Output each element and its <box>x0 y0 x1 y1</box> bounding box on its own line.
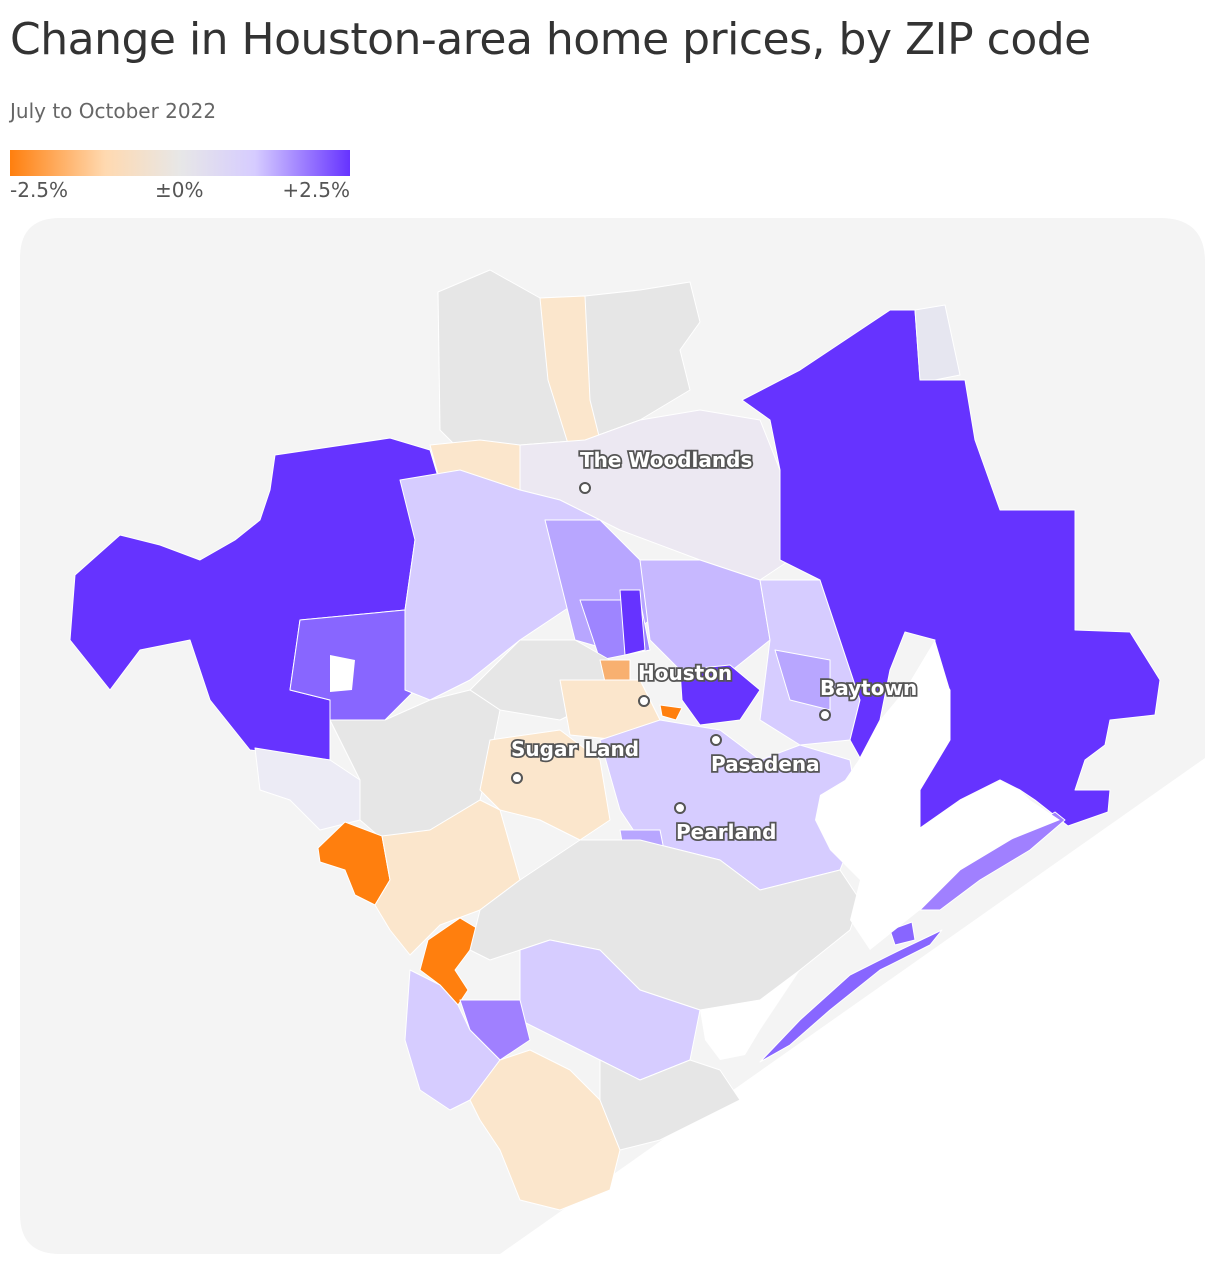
zip-region <box>254 747 361 831</box>
city-dot <box>579 482 591 494</box>
city-label: Pasadena <box>711 752 820 776</box>
zip-region <box>741 309 1161 829</box>
city-dot <box>674 802 686 814</box>
water-bodies <box>330 640 1060 1060</box>
zip-region <box>914 304 961 381</box>
zip-region <box>619 589 646 656</box>
zip-region <box>919 811 1066 911</box>
city-marker: Sugar Land <box>509 735 641 784</box>
water-body <box>700 970 800 1060</box>
galveston-bay <box>815 640 1060 950</box>
zip-region <box>639 559 771 681</box>
zip-region <box>459 999 531 1061</box>
zip-choropleth-map: The Woodlands Houston Baytown Sugar Land… <box>20 218 1205 1254</box>
map-container: The Woodlands Houston Baytown Sugar Land… <box>0 210 1220 1264</box>
zip-region <box>469 1049 621 1211</box>
city-label: The Woodlands <box>580 448 752 472</box>
city-marker: Baytown <box>818 674 919 721</box>
city-label: Houston <box>638 661 732 685</box>
legend-labels: -2.5% ±0% +2.5% <box>10 176 350 202</box>
page-title: Change in Houston-area home prices, by Z… <box>10 14 1091 65</box>
zip-region <box>599 1059 741 1151</box>
legend-min-label: -2.5% <box>10 178 69 202</box>
legend-mid-label: ±0% <box>155 178 204 202</box>
zip-region <box>774 649 831 711</box>
city-marker: The Woodlands <box>578 446 754 494</box>
zip-regions <box>69 269 1161 1211</box>
page-subtitle: July to October 2022 <box>10 99 217 123</box>
city-marker: Pasadena <box>709 734 821 778</box>
city-dot <box>710 734 722 746</box>
city-dot <box>819 709 831 721</box>
city-label: Baytown <box>820 676 917 700</box>
zip-region <box>599 659 631 683</box>
color-legend: -2.5% ±0% +2.5% <box>10 150 350 202</box>
city-dot <box>638 695 650 707</box>
city-markers: The Woodlands Houston Baytown Sugar Land… <box>509 446 919 846</box>
water-body <box>330 655 355 692</box>
city-marker: Pearland <box>674 802 778 846</box>
zip-region <box>679 664 761 726</box>
legend-gradient-bar <box>10 150 350 176</box>
zip-region <box>419 917 481 1006</box>
zip-region <box>759 929 943 1063</box>
city-label: Pearland <box>676 820 777 844</box>
city-label: Sugar Land <box>511 737 639 761</box>
city-dot <box>511 772 523 784</box>
city-marker: Houston <box>636 659 734 707</box>
zip-region <box>659 704 683 721</box>
legend-max-label: +2.5% <box>282 178 350 202</box>
